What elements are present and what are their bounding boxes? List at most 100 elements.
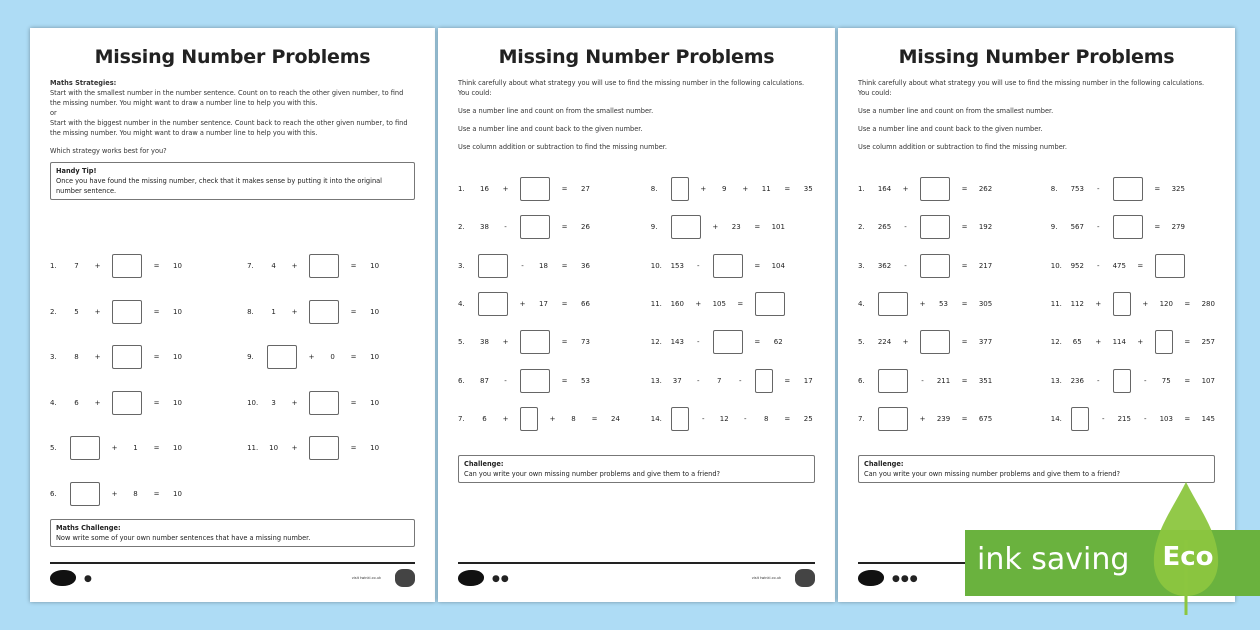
problem-row: 7. 4 + = 10 bbox=[247, 254, 385, 278]
problem-term: = bbox=[561, 338, 568, 347]
problem-term: = bbox=[961, 338, 968, 347]
answer-box[interactable] bbox=[520, 330, 550, 355]
answer-box[interactable] bbox=[878, 291, 908, 316]
eco-label: Eco bbox=[1162, 542, 1214, 572]
answer-box[interactable] bbox=[920, 330, 950, 355]
problem-row: 4. 6 + = 10 bbox=[50, 390, 188, 415]
problem-term: 38 bbox=[480, 338, 489, 347]
problem-row: 12. 143 - = 62 bbox=[650, 330, 789, 355]
answer-box[interactable] bbox=[478, 291, 508, 316]
problem-term: 279 bbox=[1171, 223, 1185, 232]
answer-box[interactable] bbox=[112, 345, 142, 369]
problem-number: 2. bbox=[858, 223, 865, 232]
answer-box[interactable] bbox=[754, 368, 773, 393]
problem-term: 26 bbox=[581, 223, 590, 232]
answer-box[interactable] bbox=[1154, 330, 1173, 355]
answer-box[interactable] bbox=[1112, 368, 1131, 393]
answer-box[interactable] bbox=[520, 215, 550, 240]
problem-row: 10. 153 - = 104 bbox=[651, 253, 789, 278]
problem-term: 35 bbox=[803, 185, 813, 193]
problem-number: 2. bbox=[458, 223, 465, 232]
problem-term: 36 bbox=[581, 261, 590, 270]
answer-box[interactable] bbox=[70, 481, 100, 506]
answer-box[interactable] bbox=[112, 390, 142, 415]
worksheet-page-3[interactable]: Missing Number Problems Think carefully … bbox=[838, 28, 1235, 602]
problem-term: = bbox=[1184, 338, 1191, 347]
problem-term: 8 bbox=[74, 353, 79, 361]
problem-term: + bbox=[502, 338, 509, 347]
answer-box[interactable] bbox=[878, 406, 908, 431]
worksheet-page-1[interactable]: Missing Number Problems Maths Strategies… bbox=[30, 28, 435, 602]
tip-2: Use a number line and count back to the … bbox=[858, 125, 1043, 133]
answer-box[interactable] bbox=[878, 368, 908, 393]
problem-term: = bbox=[350, 398, 357, 407]
answer-box[interactable] bbox=[309, 436, 340, 460]
problem-term: 262 bbox=[978, 185, 993, 193]
footer-logo-icon bbox=[795, 569, 815, 587]
problem-term: + bbox=[1095, 338, 1102, 347]
answer-box[interactable] bbox=[670, 177, 689, 201]
tip-3: Use column addition or subtraction to fi… bbox=[458, 143, 667, 151]
problem-number: 5. bbox=[458, 338, 465, 347]
problem-row: 4. +17 = 66 bbox=[458, 291, 596, 316]
problem-term: = bbox=[1184, 414, 1191, 423]
answer-box[interactable] bbox=[920, 253, 950, 278]
answer-box[interactable] bbox=[309, 254, 340, 278]
answer-box[interactable] bbox=[920, 177, 950, 201]
problem-term: 65 bbox=[1072, 338, 1082, 347]
answer-box[interactable] bbox=[712, 253, 743, 278]
ink-saving-label: ink saving bbox=[977, 542, 1130, 577]
problem-term: + bbox=[1142, 299, 1149, 308]
answer-box[interactable] bbox=[520, 368, 550, 393]
problem-number: 2. bbox=[50, 307, 57, 316]
answer-box[interactable] bbox=[520, 177, 550, 201]
problem-term: = bbox=[561, 299, 568, 308]
problem-row: 8. 1 + = 10 bbox=[247, 299, 385, 324]
page-footer: ●● visit twinkl.co.uk bbox=[458, 562, 815, 590]
problem-term: 16 bbox=[480, 185, 489, 193]
answer-box[interactable] bbox=[1070, 406, 1089, 431]
problem-number: 11. bbox=[247, 444, 259, 452]
tip-1: Use a number line and count on from the … bbox=[458, 107, 654, 115]
tip-1: Use a number line and count on from the … bbox=[858, 107, 1054, 115]
answer-box[interactable] bbox=[920, 215, 950, 240]
answer-box[interactable] bbox=[520, 406, 538, 431]
problem-term: = bbox=[1184, 299, 1191, 308]
answer-box[interactable] bbox=[1154, 253, 1185, 278]
problem-term: + bbox=[502, 414, 509, 423]
answer-box[interactable] bbox=[754, 291, 785, 316]
problem-number: 10. bbox=[1050, 261, 1062, 270]
problem-row: 5. 224 + = 377 bbox=[858, 330, 996, 355]
problem-term: 10 bbox=[370, 307, 380, 316]
problem-term: - bbox=[1102, 414, 1105, 423]
problem-term: + bbox=[1095, 299, 1102, 308]
problem-term: - bbox=[739, 376, 742, 385]
answer-box[interactable] bbox=[309, 390, 340, 415]
problem-term: + bbox=[1137, 338, 1144, 347]
problem-row: 1. 16 + = 27 bbox=[458, 177, 596, 201]
problem-term: 265 bbox=[877, 223, 892, 232]
problem-term: 215 bbox=[1117, 414, 1131, 423]
worksheet-page-2[interactable]: Missing Number Problems Think carefully … bbox=[438, 28, 835, 602]
tip-3: Use column addition or subtraction to fi… bbox=[858, 143, 1067, 151]
answer-box[interactable] bbox=[712, 330, 743, 355]
problem-number: 3. bbox=[50, 353, 57, 361]
answer-box[interactable] bbox=[1112, 215, 1143, 240]
problem-row: 6. - 211 = 351 bbox=[858, 368, 996, 393]
answer-box[interactable] bbox=[670, 406, 689, 431]
problem-number: 12. bbox=[650, 338, 662, 347]
answer-box[interactable] bbox=[267, 345, 298, 369]
answer-box[interactable] bbox=[70, 436, 100, 460]
answer-box[interactable] bbox=[309, 299, 340, 324]
problem-term: = bbox=[754, 223, 761, 232]
challenge-box: Maths Challenge: Now write some of your … bbox=[50, 519, 415, 547]
answer-box[interactable] bbox=[478, 253, 508, 278]
answer-box[interactable] bbox=[112, 254, 142, 278]
problem-number: 10. bbox=[247, 398, 259, 407]
problem-term: = bbox=[784, 376, 791, 385]
answer-box[interactable] bbox=[670, 215, 701, 240]
answer-box[interactable] bbox=[112, 299, 142, 324]
answer-box[interactable] bbox=[1112, 291, 1131, 316]
problem-term: - bbox=[1144, 414, 1147, 423]
answer-box[interactable] bbox=[1112, 177, 1143, 201]
